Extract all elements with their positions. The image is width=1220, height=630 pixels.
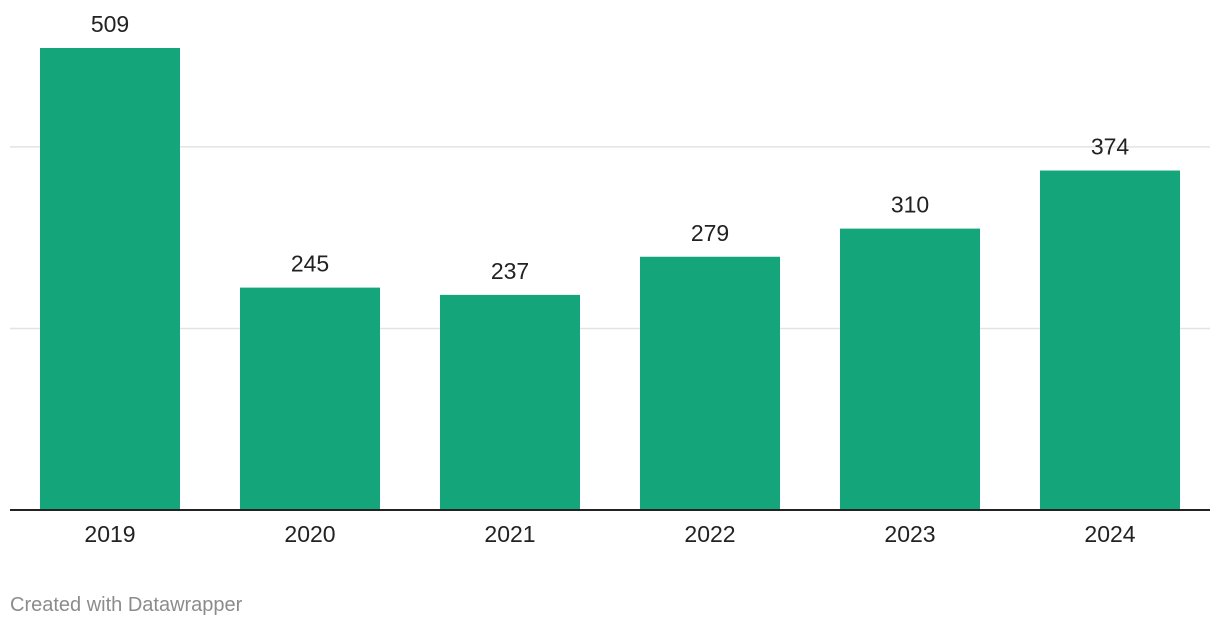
x-tick-label-2023: 2023 (884, 521, 935, 547)
bars (40, 47, 1180, 510)
value-label-2019: 509 (91, 11, 129, 37)
value-label-2020: 245 (291, 251, 329, 277)
x-tick-label-2019: 2019 (84, 521, 135, 547)
gridlines (10, 146, 1210, 330)
value-label-2023: 310 (891, 192, 929, 218)
x-axis-ticks: 2019 2020 2021 2022 2023 2024 (84, 521, 1135, 547)
value-labels: 509 245 237 279 310 374 (91, 11, 1130, 284)
x-tick-label-2024: 2024 (1084, 521, 1135, 547)
x-tick-label-2021: 2021 (484, 521, 535, 547)
footer-credit: Created with Datawrapper (10, 594, 243, 616)
value-label-2024: 374 (1091, 134, 1130, 160)
bar-2022 (640, 256, 780, 510)
value-label-2021: 237 (491, 258, 529, 284)
value-label-2022: 279 (691, 220, 729, 246)
bar-2024 (1040, 170, 1180, 510)
x-tick-label-2020: 2020 (284, 521, 335, 547)
bar-2023 (840, 228, 980, 510)
bar-2019 (40, 47, 180, 510)
bar-2020 (240, 287, 380, 510)
bar-2021 (440, 294, 580, 510)
x-tick-label-2022: 2022 (684, 521, 735, 547)
